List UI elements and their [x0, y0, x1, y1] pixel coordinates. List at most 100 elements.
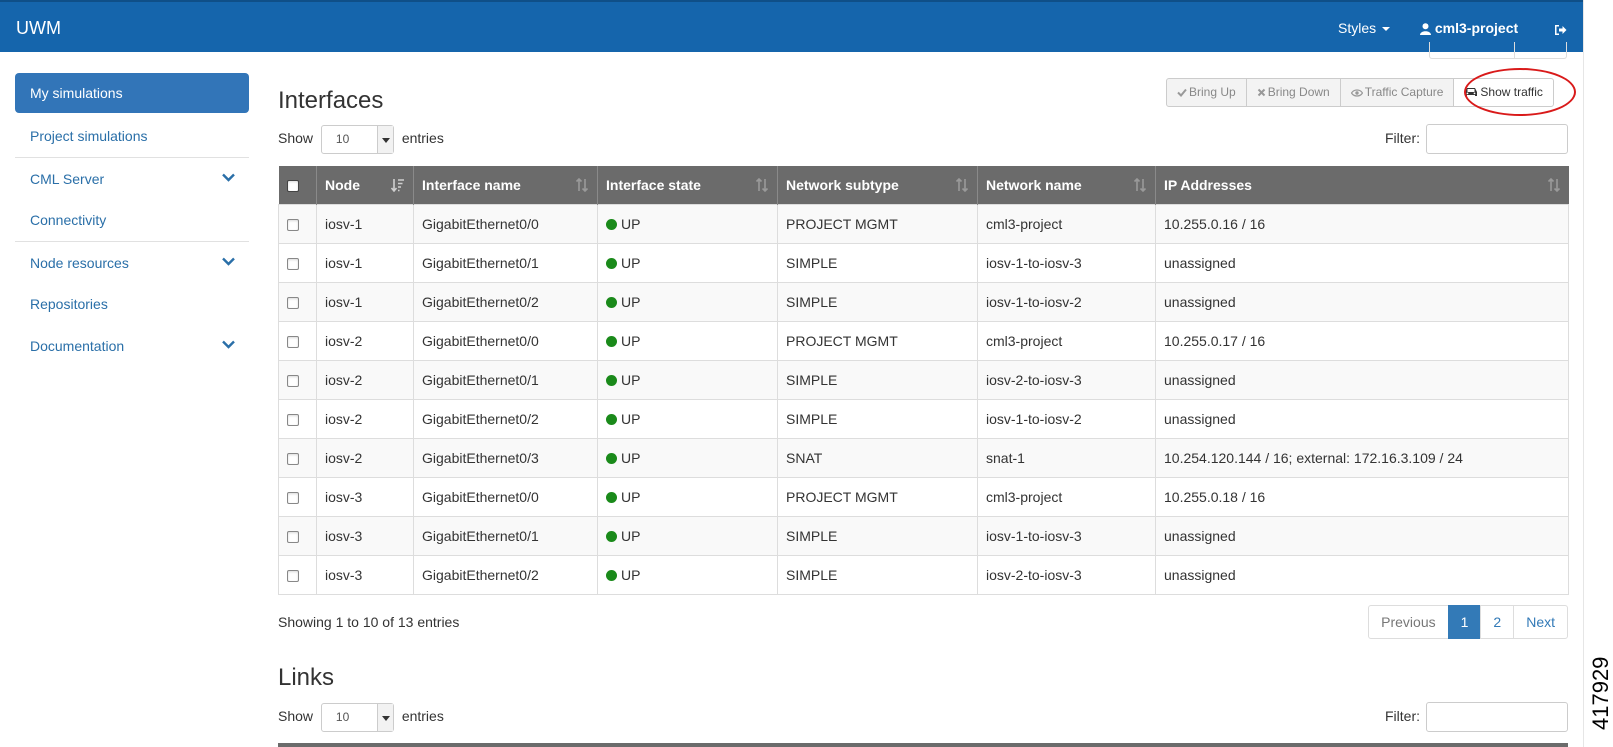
table-row[interactable]: iosv-3 GigabitEthernet0/1 UP SIMPLE iosv-1-t…: [278, 515, 1569, 556]
row-checkbox[interactable]: [287, 257, 299, 270]
cell-text: unassigned: [1164, 566, 1236, 583]
links-title: Links: [278, 664, 335, 691]
links-filter-input[interactable]: [1426, 702, 1568, 733]
row-checkbox[interactable]: [287, 569, 299, 582]
sort-icon: [575, 178, 589, 192]
caret-down-icon: [1382, 27, 1391, 32]
sidebar-item-label: Connectivity: [30, 212, 107, 228]
row-checkbox[interactable]: [287, 491, 299, 504]
column-header-network-name[interactable]: Network name: [977, 166, 1156, 204]
column-header-ip-addresses[interactable]: IP Addresses: [1155, 166, 1569, 204]
column-header-interface-state[interactable]: Interface state: [597, 166, 778, 204]
table-row[interactable]: iosv-1 GigabitEthernet0/1 UP SIMPLE iosv-1-t…: [278, 242, 1569, 283]
sidebar-item-documentation[interactable]: Documentation: [15, 325, 249, 367]
status-up-icon: [606, 218, 617, 230]
pagination-page-1[interactable]: 1: [1447, 605, 1482, 639]
links-entries-select[interactable]: 10: [320, 702, 394, 732]
cell-text: SIMPLE: [786, 293, 838, 310]
entries-select[interactable]: 10: [320, 124, 394, 154]
cell-node: iosv-2: [316, 359, 414, 400]
column-header-interface-name[interactable]: Interface name: [413, 166, 598, 204]
bring-down-button[interactable]: Bring Down: [1245, 78, 1341, 107]
column-label: Interface state: [606, 176, 701, 193]
row-checkbox[interactable]: [287, 218, 299, 231]
cell-ip-addresses: 10.255.0.16 / 16: [1155, 203, 1569, 244]
sidebar-item-my-simulations[interactable]: My simulations: [15, 73, 249, 113]
cell-text: iosv-2: [325, 371, 363, 388]
user-menu[interactable]: cml3-project: [1420, 20, 1518, 36]
table-info: Showing 1 to 10 of 13 entries: [278, 614, 460, 630]
cell-text: GigabitEthernet0/1: [422, 254, 539, 271]
sidebar-item-repositories[interactable]: Repositories: [15, 283, 249, 325]
table-row[interactable]: iosv-2 GigabitEthernet0/0 UP PROJECT MGMT cm…: [278, 320, 1569, 361]
cell-select: [278, 320, 317, 361]
bring-down-label: Bring Down: [1267, 85, 1330, 99]
status-up-icon: [606, 374, 617, 386]
column-header-network-subtype[interactable]: Network subtype: [777, 166, 978, 204]
cell-text: cml3-project: [986, 215, 1063, 232]
clipped-button-group[interactable]: [1429, 42, 1567, 59]
traffic-capture-button[interactable]: Traffic Capture: [1339, 78, 1455, 107]
sidebar-item-project-simulations[interactable]: Project simulations: [15, 115, 249, 157]
cell-node: iosv-2: [316, 320, 414, 361]
row-checkbox[interactable]: [287, 413, 299, 426]
cell-text: UP: [621, 527, 641, 544]
scrollbar[interactable]: [1583, 0, 1613, 747]
cell-select: [278, 476, 317, 517]
cell-text: UP: [621, 254, 641, 271]
select-all-checkbox[interactable]: [286, 180, 299, 193]
cell-network-name: iosv-2-to-iosv-3: [977, 359, 1156, 400]
row-checkbox[interactable]: [287, 296, 299, 309]
cell-text: iosv-3: [325, 566, 363, 583]
cell-network-name: iosv-1-to-iosv-2: [977, 281, 1156, 322]
row-checkbox[interactable]: [287, 335, 299, 348]
cell-text: SIMPLE: [786, 410, 838, 427]
status-up-icon: [606, 335, 617, 347]
cell-text: iosv-2: [325, 449, 363, 466]
pagination-previous[interactable]: Previous: [1368, 605, 1449, 639]
table-row[interactable]: iosv-3 GigabitEthernet0/2 UP SIMPLE iosv-2-t…: [278, 554, 1569, 595]
chevron-down-icon: [222, 173, 235, 182]
pagination: Previous 1 2 Next: [1368, 605, 1568, 639]
cell-ip-addresses: unassigned: [1155, 515, 1569, 556]
sidebar-item-connectivity[interactable]: Connectivity: [15, 199, 249, 241]
bring-up-label: Bring Up: [1189, 85, 1236, 99]
bring-up-button[interactable]: Bring Up: [1166, 78, 1247, 107]
links-filter: Filter:: [1385, 701, 1568, 733]
status-up-icon: [606, 413, 617, 425]
sidebar-item-node-resources[interactable]: Node resources: [15, 241, 249, 283]
cell-text: SIMPLE: [786, 371, 838, 388]
cell-text: 10.255.0.16 / 16: [1164, 215, 1266, 232]
table-row[interactable]: iosv-2 GigabitEthernet0/1 UP SIMPLE iosv-2-t…: [278, 359, 1569, 400]
table-row[interactable]: iosv-1 GigabitEthernet0/2 UP SIMPLE iosv-1-t…: [278, 281, 1569, 322]
sidebar-item-cml-server[interactable]: CML Server: [15, 157, 249, 199]
cell-network-name: iosv-2-to-iosv-3: [977, 554, 1156, 595]
column-label: IP Addresses: [1164, 176, 1252, 193]
entries-select-value: 10: [335, 131, 350, 146]
status-up-icon: [606, 257, 617, 269]
table-row[interactable]: iosv-2 GigabitEthernet0/3 UP SNAT snat-1 10.2…: [278, 437, 1569, 478]
cell-text: SIMPLE: [786, 566, 838, 583]
table-row[interactable]: iosv-2 GigabitEthernet0/2 UP SIMPLE iosv-1-t…: [278, 398, 1569, 439]
interfaces-title: Interfaces: [278, 87, 384, 114]
row-checkbox[interactable]: [287, 530, 299, 543]
cell-node: iosv-2: [316, 437, 414, 478]
styles-dropdown[interactable]: Styles: [1338, 20, 1391, 36]
table-row[interactable]: iosv-1 GigabitEthernet0/0 UP PROJECT MGMT cm…: [278, 203, 1569, 244]
pagination-next[interactable]: Next: [1513, 605, 1568, 639]
sort-icon: [955, 178, 969, 192]
cell-interface-name: GigabitEthernet0/0: [413, 203, 598, 244]
cell-text: iosv-3: [325, 488, 363, 505]
table-row[interactable]: iosv-3 GigabitEthernet0/0 UP PROJECT MGMT cm…: [278, 476, 1569, 517]
interfaces-filter-input[interactable]: [1426, 124, 1568, 155]
brand-logo[interactable]: UWM: [16, 18, 61, 38]
pagination-page-2[interactable]: 2: [1480, 605, 1515, 639]
cell-text: 10.255.0.18 / 16: [1164, 488, 1266, 505]
logout-button[interactable]: [1554, 21, 1567, 37]
cell-text: GigabitEthernet0/0: [422, 332, 539, 349]
row-checkbox[interactable]: [287, 374, 299, 387]
column-header-node[interactable]: Node: [316, 166, 414, 204]
interfaces-table-body: iosv-1 GigabitEthernet0/0 UP PROJECT MGMT cm…: [278, 203, 1569, 595]
cell-text: SIMPLE: [786, 254, 838, 271]
row-checkbox[interactable]: [287, 452, 299, 465]
